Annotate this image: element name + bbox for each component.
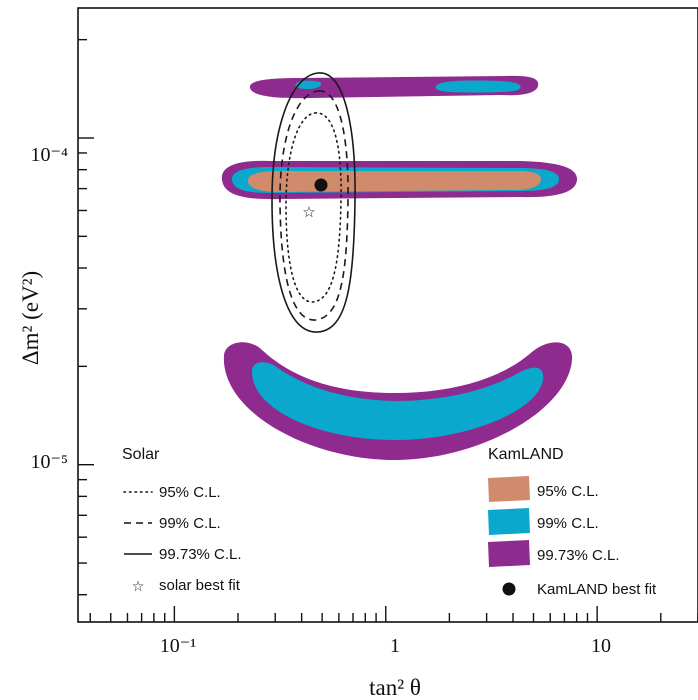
x-axis-label: tan² θ bbox=[369, 675, 421, 700]
solar-legend-99: 99% C.L. bbox=[159, 515, 221, 532]
kamland-99-regions bbox=[231, 80, 560, 440]
solar-legend-95: 95% C.L. bbox=[159, 484, 221, 501]
kamland-legend: KamLAND 95% C.L. 99% C.L. 99.73% C.L. Ka… bbox=[488, 446, 657, 598]
kamland-legend-99: 99% C.L. bbox=[537, 515, 599, 532]
kamland-99-lower-band bbox=[251, 362, 544, 440]
x-axis-ticks bbox=[89, 606, 698, 622]
solar-9973-contour bbox=[271, 72, 356, 333]
kamland-legend-title: KamLAND bbox=[488, 446, 564, 463]
solar-legend-title: Solar bbox=[122, 446, 160, 463]
solar-legend-9973: 99.73% C.L. bbox=[159, 546, 242, 563]
y-axis-ticks bbox=[78, 38, 94, 596]
legend-swatch-99 bbox=[488, 508, 530, 535]
kamland-99-top-right bbox=[435, 80, 521, 93]
kamland-99-top-left bbox=[295, 80, 322, 89]
solar-contours bbox=[271, 72, 356, 333]
y-axis-label: Δm² (eV²) bbox=[18, 271, 43, 365]
kamland-95-region bbox=[248, 171, 542, 192]
legend-dot-icon bbox=[502, 582, 516, 596]
kamland-best-fit-marker bbox=[314, 178, 328, 192]
solar-legend: Solar 95% C.L. 99% C.L. 99.73% C.L. ☆ so… bbox=[122, 446, 242, 594]
kamland-legend-9973: 99.73% C.L. bbox=[537, 547, 620, 564]
solar-99-contour bbox=[279, 90, 349, 321]
x-tick-label-1: 1 bbox=[390, 635, 400, 657]
kamland-legend-95: 95% C.L. bbox=[537, 483, 599, 500]
legend-star-icon: ☆ bbox=[132, 578, 145, 594]
kamland-legend-best-fit: KamLAND best fit bbox=[537, 581, 657, 598]
y-tick-label-1e-5: 10⁻⁵ bbox=[30, 451, 68, 473]
solar-legend-best-fit: solar best fit bbox=[159, 577, 241, 594]
y-tick-label-1e-4: 10⁻⁴ bbox=[30, 144, 68, 166]
solar-95-contour bbox=[285, 112, 342, 303]
solar-best-fit-marker: ☆ bbox=[302, 204, 315, 221]
x-tick-label-10: 10 bbox=[591, 635, 611, 657]
legend-swatch-9973 bbox=[488, 540, 530, 567]
x-tick-label-0.1: 10⁻¹ bbox=[160, 635, 197, 657]
legend-swatch-95 bbox=[488, 476, 530, 502]
plot-frame bbox=[77, 7, 698, 623]
